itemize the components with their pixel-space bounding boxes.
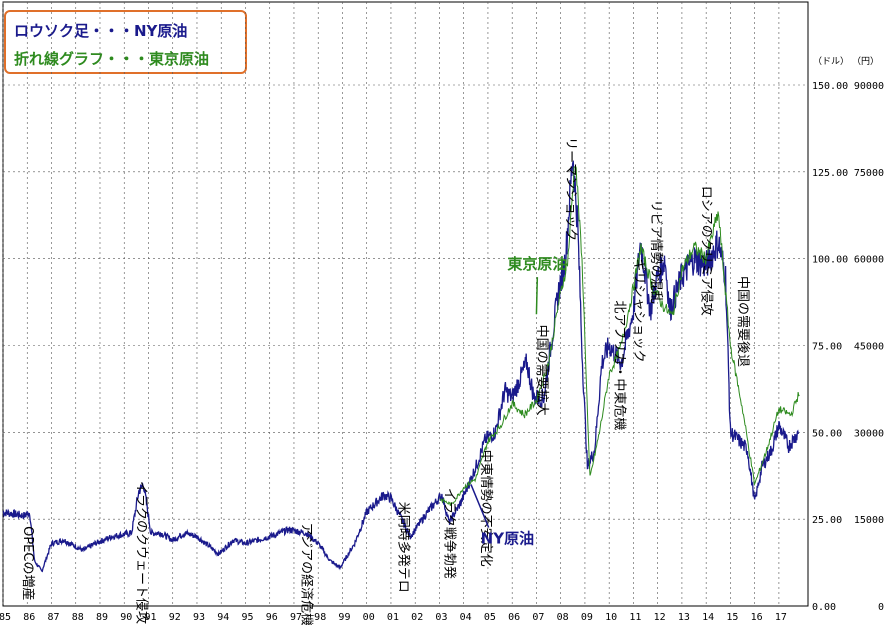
legend: ロウソク足・・・NY原油 折れ線グラフ・・・東京原油	[4, 10, 247, 74]
x-tick-label: 99	[338, 612, 350, 623]
x-tick-label: 09	[581, 612, 593, 623]
y-left-tick-label: 50.00	[812, 428, 842, 439]
event-annotation: 中東情勢の不安定化	[478, 450, 494, 567]
y-right-tick-label: 45000	[854, 342, 884, 353]
x-tick-label: 94	[217, 612, 229, 623]
x-tick-label: 00	[363, 612, 375, 623]
x-tick-label: 86	[23, 612, 35, 623]
y-right-tick-label: 75000	[854, 168, 884, 179]
x-tick-label: 16	[751, 612, 763, 623]
callout-pointer	[535, 277, 539, 315]
x-tick-label: 17	[775, 612, 787, 623]
x-tick-label: 05	[484, 612, 496, 623]
event-annotation: リーマンショック	[563, 137, 578, 241]
series-ny-crude	[2, 159, 799, 573]
y-left-tick-label: 150.00	[812, 81, 848, 92]
series-tokyo-crude	[439, 165, 800, 506]
x-tick-label: 06	[508, 612, 520, 623]
y-left-tick-label: 0.00	[812, 602, 836, 613]
event-annotation: OPECの増産	[20, 526, 36, 600]
x-tick-label: 92	[169, 612, 181, 623]
y-right-unit: （円）	[852, 56, 879, 67]
event-annotation: 中国の需要後退	[735, 276, 750, 367]
x-tick-label: 91	[144, 612, 156, 623]
x-tick-label: 13	[678, 612, 690, 623]
callout-label: NY原油	[481, 529, 534, 547]
callout-label: 東京原油	[507, 255, 567, 273]
y-left-tick-label: 25.00	[812, 515, 842, 526]
y-right-tick-label: 15000	[854, 515, 884, 526]
event-annotation: 北アフリカ・中東危機	[611, 300, 627, 430]
legend-candle-label: ロウソク足・・・NY原油	[14, 22, 188, 40]
y-right-tick-label: 30000	[854, 428, 884, 439]
x-tick-label: 02	[411, 612, 423, 623]
x-tick-label: 01	[387, 612, 399, 623]
x-tick-label: 15	[726, 612, 738, 623]
x-tick-label: 04	[460, 612, 472, 623]
x-tick-label: 08	[557, 612, 569, 623]
x-tick-label: 97	[290, 612, 302, 623]
event-annotation: ギリシャショック	[631, 259, 646, 363]
event-annotation: アジアの経済危機	[299, 523, 315, 625]
y-right-tick-label: 60000	[854, 255, 884, 266]
x-tick-label: 98	[314, 612, 326, 623]
x-tick-label: 03	[435, 612, 447, 623]
x-tick-label: 96	[266, 612, 278, 623]
x-tick-label: 14	[702, 612, 714, 623]
event-annotation: イラク戦争勃発	[442, 488, 457, 579]
x-tick-label: 85	[0, 612, 11, 623]
x-tick-label: 89	[96, 612, 108, 623]
x-tick-label: 95	[241, 612, 253, 623]
y-left-unit: （ドル）	[813, 56, 849, 67]
y-right-tick-label: 0	[878, 602, 884, 613]
x-tick-label: 90	[120, 612, 132, 623]
y-right-tick-label: 90000	[854, 81, 884, 92]
x-tick-label: 87	[47, 612, 59, 623]
event-annotation: 米同時多発テロ	[396, 502, 412, 593]
legend-line-label: 折れ線グラフ・・・東京原油	[14, 50, 210, 68]
x-tick-label: 88	[72, 612, 84, 623]
x-tick-label: 93	[193, 612, 205, 623]
event-annotation: イラクのクウェート侵攻	[134, 481, 150, 624]
x-tick-label: 07	[532, 612, 544, 623]
x-tick-label: 11	[629, 612, 641, 623]
y-left-tick-label: 125.00	[812, 168, 848, 179]
event-annotation: 中国の需要拡大	[534, 325, 549, 416]
y-left-tick-label: 100.00	[812, 255, 848, 266]
event-annotation: ロシアのクリミア侵攻	[699, 186, 715, 316]
event-annotation: リビア情勢の混乱	[648, 200, 663, 304]
y-left-tick-label: 75.00	[812, 342, 842, 353]
x-tick-label: 12	[654, 612, 666, 623]
x-tick-label: 10	[605, 612, 617, 623]
callout-pointer	[470, 484, 490, 528]
